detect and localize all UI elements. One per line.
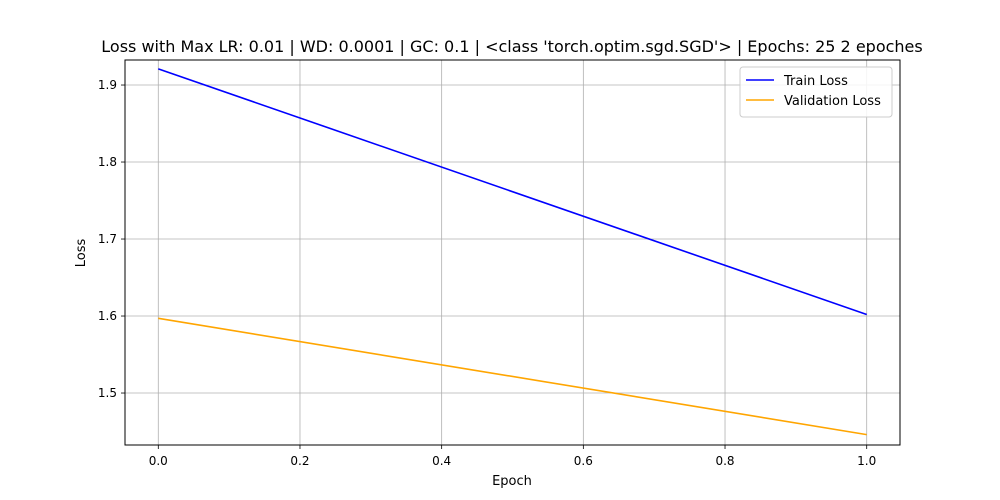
train-loss-legend-label: Train Loss — [783, 74, 848, 89]
x-tick-label: 0.4 — [432, 454, 451, 468]
train-loss-line — [158, 68, 867, 316]
plot-frame — [124, 59, 901, 446]
x-tick-label: 0.0 — [149, 454, 168, 468]
y-tick-label: 1.8 — [98, 155, 117, 169]
y-tick-label: 1.9 — [98, 78, 117, 92]
y-tick-label: 1.5 — [98, 386, 117, 400]
x-tick-label: 0.6 — [574, 454, 593, 468]
validation-loss-line — [158, 317, 867, 436]
y-tick-label: 1.7 — [98, 232, 117, 246]
y-axis: 1.5 1.6 1.7 1.8 1.9 — [98, 78, 125, 400]
x-tick-label: 0.8 — [715, 454, 734, 468]
x-axis: 0.0 0.2 0.4 0.6 0.8 1.0 — [149, 445, 876, 468]
legend-box — [739, 66, 893, 118]
x-tick-label: 1.0 — [857, 454, 876, 468]
grid — [125, 60, 900, 445]
validation-loss-legend-label: Validation Loss — [784, 94, 881, 109]
x-axis-label: Epoch — [492, 474, 532, 489]
legend: Train Loss Validation Loss — [739, 66, 893, 118]
chart-title: Loss with Max LR: 0.01 | WD: 0.0001 | GC… — [101, 37, 922, 56]
x-tick-label: 0.2 — [290, 454, 309, 468]
y-axis-label: Loss — [74, 239, 89, 268]
y-tick-label: 1.6 — [98, 309, 117, 323]
series-lines — [158, 68, 867, 436]
